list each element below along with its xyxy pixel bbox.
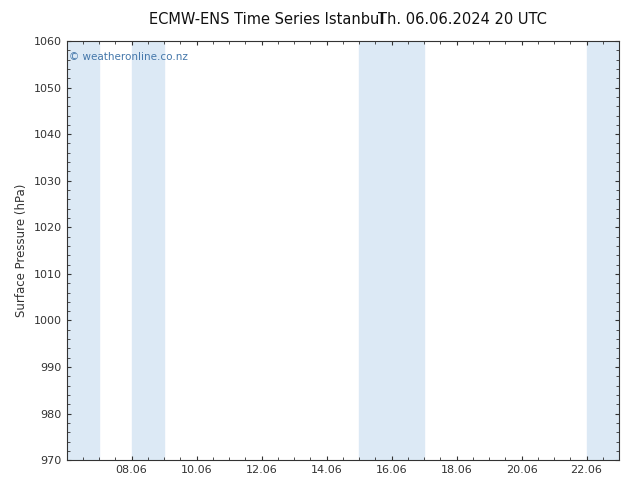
Bar — [359, 41, 424, 460]
Y-axis label: Surface Pressure (hPa): Surface Pressure (hPa) — [15, 184, 28, 318]
Bar — [586, 41, 619, 460]
Bar — [67, 41, 99, 460]
Text: © weatheronline.co.nz: © weatheronline.co.nz — [69, 51, 188, 62]
Text: Th. 06.06.2024 20 UTC: Th. 06.06.2024 20 UTC — [378, 12, 547, 27]
Text: ECMW-ENS Time Series Istanbul: ECMW-ENS Time Series Istanbul — [149, 12, 384, 27]
Bar — [131, 41, 164, 460]
